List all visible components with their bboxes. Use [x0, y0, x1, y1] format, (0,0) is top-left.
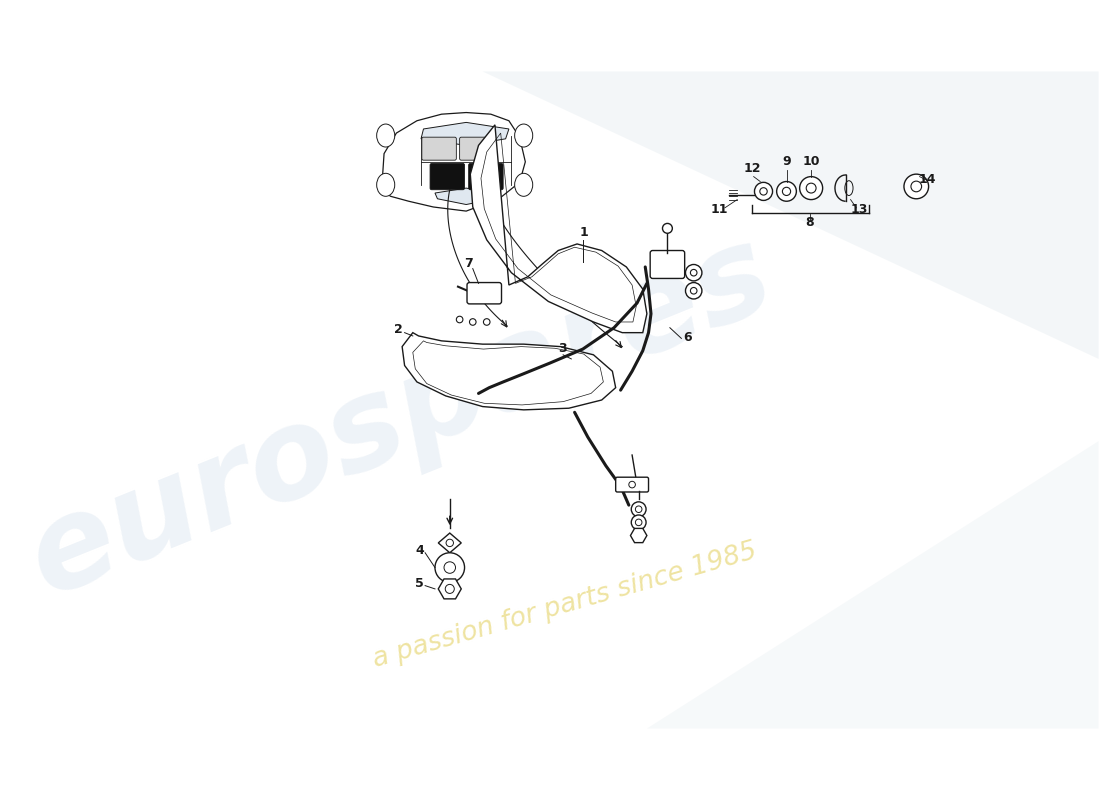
Ellipse shape: [515, 174, 532, 196]
Text: 8: 8: [805, 216, 814, 229]
Text: 3: 3: [558, 342, 566, 355]
Circle shape: [911, 181, 922, 192]
Circle shape: [904, 174, 928, 198]
FancyBboxPatch shape: [468, 282, 502, 304]
Circle shape: [636, 519, 642, 526]
Polygon shape: [421, 122, 509, 146]
Polygon shape: [438, 533, 461, 553]
Text: 2: 2: [394, 322, 403, 336]
Text: 13: 13: [850, 202, 868, 216]
Text: 1: 1: [580, 226, 588, 238]
FancyBboxPatch shape: [430, 163, 464, 190]
Circle shape: [470, 318, 476, 326]
FancyBboxPatch shape: [469, 163, 503, 190]
Circle shape: [685, 282, 702, 299]
Polygon shape: [471, 125, 647, 333]
Text: 7: 7: [464, 257, 473, 270]
Polygon shape: [403, 333, 616, 410]
Circle shape: [782, 187, 791, 195]
FancyBboxPatch shape: [616, 478, 649, 492]
Ellipse shape: [376, 174, 395, 196]
Polygon shape: [524, 441, 1099, 729]
Circle shape: [636, 506, 642, 513]
Text: 10: 10: [802, 155, 820, 168]
Circle shape: [691, 270, 697, 276]
Circle shape: [456, 316, 463, 322]
FancyBboxPatch shape: [460, 137, 494, 160]
Circle shape: [806, 183, 816, 193]
Text: a passion for parts since 1985: a passion for parts since 1985: [370, 538, 760, 673]
Circle shape: [483, 318, 490, 326]
Polygon shape: [483, 71, 1099, 359]
Circle shape: [662, 223, 672, 234]
FancyBboxPatch shape: [650, 250, 684, 278]
Text: 12: 12: [744, 162, 761, 174]
Ellipse shape: [376, 124, 395, 147]
Ellipse shape: [515, 124, 532, 147]
Circle shape: [446, 584, 454, 594]
Text: 11: 11: [711, 202, 728, 216]
Circle shape: [444, 562, 455, 574]
Text: eurospares: eurospares: [11, 212, 790, 621]
Text: 6: 6: [683, 331, 692, 344]
Text: 9: 9: [782, 155, 791, 168]
Circle shape: [777, 182, 796, 202]
Polygon shape: [434, 188, 495, 205]
Circle shape: [800, 177, 823, 199]
Text: 14: 14: [918, 173, 936, 186]
Circle shape: [631, 515, 646, 530]
Text: 5: 5: [416, 578, 424, 590]
Circle shape: [760, 188, 767, 195]
Circle shape: [755, 182, 772, 201]
Text: 4: 4: [416, 545, 424, 558]
Circle shape: [691, 287, 697, 294]
FancyBboxPatch shape: [421, 137, 456, 160]
Circle shape: [631, 502, 646, 517]
Circle shape: [629, 482, 636, 488]
Circle shape: [434, 553, 464, 582]
Polygon shape: [383, 113, 526, 211]
Circle shape: [447, 539, 453, 546]
Circle shape: [685, 265, 702, 281]
